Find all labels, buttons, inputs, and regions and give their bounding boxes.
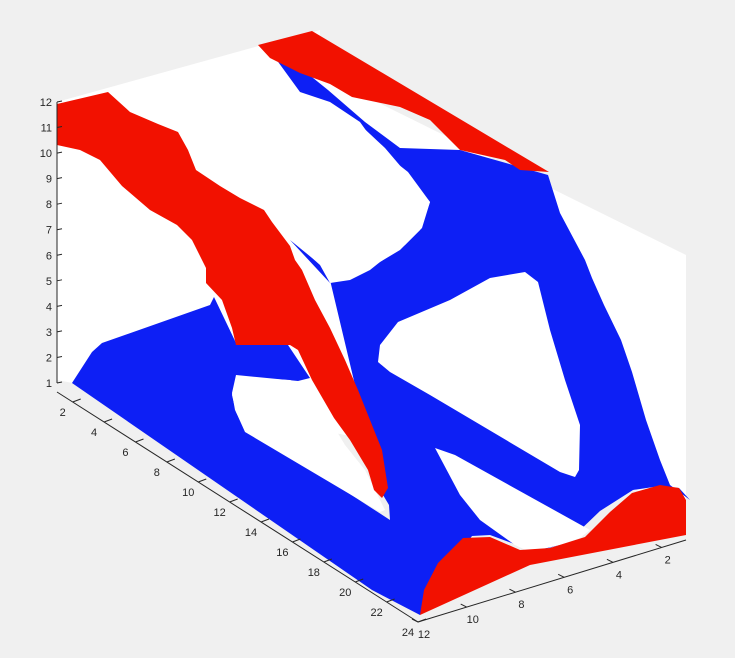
x-tick-mark (292, 538, 301, 543)
y-tick-mark (460, 603, 467, 608)
z-tick-label: 11 (41, 123, 52, 135)
y-tick-label: 10 (467, 614, 479, 626)
x-tick-mark (323, 558, 333, 563)
x-tick-label: 4 (91, 427, 97, 439)
z-tick-label: 12 (40, 97, 52, 109)
hole-top-middle (130, 50, 430, 283)
z-tick-mark (56, 304, 63, 307)
x-tick-label: 24 (402, 627, 414, 639)
surface-blue-faces (72, 48, 690, 615)
x-tick-label: 16 (276, 547, 288, 559)
x-tick-label: 22 (370, 607, 382, 619)
y-tick-mark (557, 573, 565, 578)
z-tick-mark (56, 330, 63, 333)
z-tick-label: 8 (46, 199, 52, 211)
x-tick-mark (198, 478, 207, 483)
z-tick-mark (56, 151, 63, 154)
x-tick-mark (166, 458, 176, 463)
red-face-bottom-pad (420, 485, 686, 615)
x-tick-label: 2 (60, 407, 66, 419)
x-tick-label: 18 (308, 567, 320, 579)
x-tick-mark (135, 438, 144, 443)
y-tick-label: 4 (616, 569, 622, 581)
y-tick-mark (509, 588, 516, 593)
z-tick-label: 6 (46, 250, 52, 262)
y-tick-label: 8 (518, 599, 524, 611)
y-tick-label: 12 (418, 629, 430, 641)
y-tick-label: 2 (665, 554, 671, 566)
y-tick-mark (655, 544, 662, 548)
blue-face-main (72, 48, 690, 615)
z-tick-mark (56, 253, 63, 256)
x-tick-label: 10 (182, 487, 194, 499)
y-tick-mark (411, 618, 419, 623)
hole-left (232, 377, 385, 512)
x-tick-label: 8 (154, 467, 160, 479)
z-tick-label: 7 (46, 225, 52, 237)
x-tick-label: 6 (122, 447, 128, 459)
x-tick-mark (103, 418, 113, 423)
axes: 1234567891011122468101214161820222424681… (40, 97, 687, 641)
z-tick-mark (56, 177, 63, 180)
x-tick-label: 14 (245, 527, 257, 539)
surface-red-faces (57, 31, 686, 615)
z-tick-mark (56, 279, 63, 282)
z-tick-mark (56, 355, 63, 358)
x-tick-mark (229, 498, 238, 503)
y-axis-line (417, 539, 687, 623)
x-tick-mark (386, 598, 395, 603)
y-tick-label: 6 (567, 584, 573, 596)
x-tick-mark (260, 518, 270, 523)
z-tick-mark (56, 228, 63, 231)
red-face-left-arm (57, 92, 388, 498)
x-tick-mark (72, 398, 81, 403)
hole-bottom-center (435, 448, 590, 552)
z-tick-mark (56, 100, 63, 103)
y-tick-mark (606, 558, 614, 563)
x-axis-line (56, 391, 419, 623)
z-tick-label: 1 (46, 378, 52, 390)
x-tick-label: 12 (214, 507, 226, 519)
x-tick-label: 20 (339, 587, 351, 599)
z-tick-label: 3 (46, 327, 52, 339)
z-tick-label: 10 (40, 148, 52, 160)
z-tick-label: 2 (46, 352, 52, 364)
z-tick-label: 5 (46, 276, 52, 288)
z-tick-mark (56, 202, 63, 205)
hole-mid-right (378, 272, 580, 477)
z-tick-label: 4 (46, 301, 52, 313)
z-tick-mark (56, 381, 63, 384)
z-tick-mark (56, 126, 63, 129)
red-face-top-ridge (258, 31, 549, 172)
z-tick-label: 9 (46, 174, 52, 186)
x-tick-mark (355, 578, 364, 583)
